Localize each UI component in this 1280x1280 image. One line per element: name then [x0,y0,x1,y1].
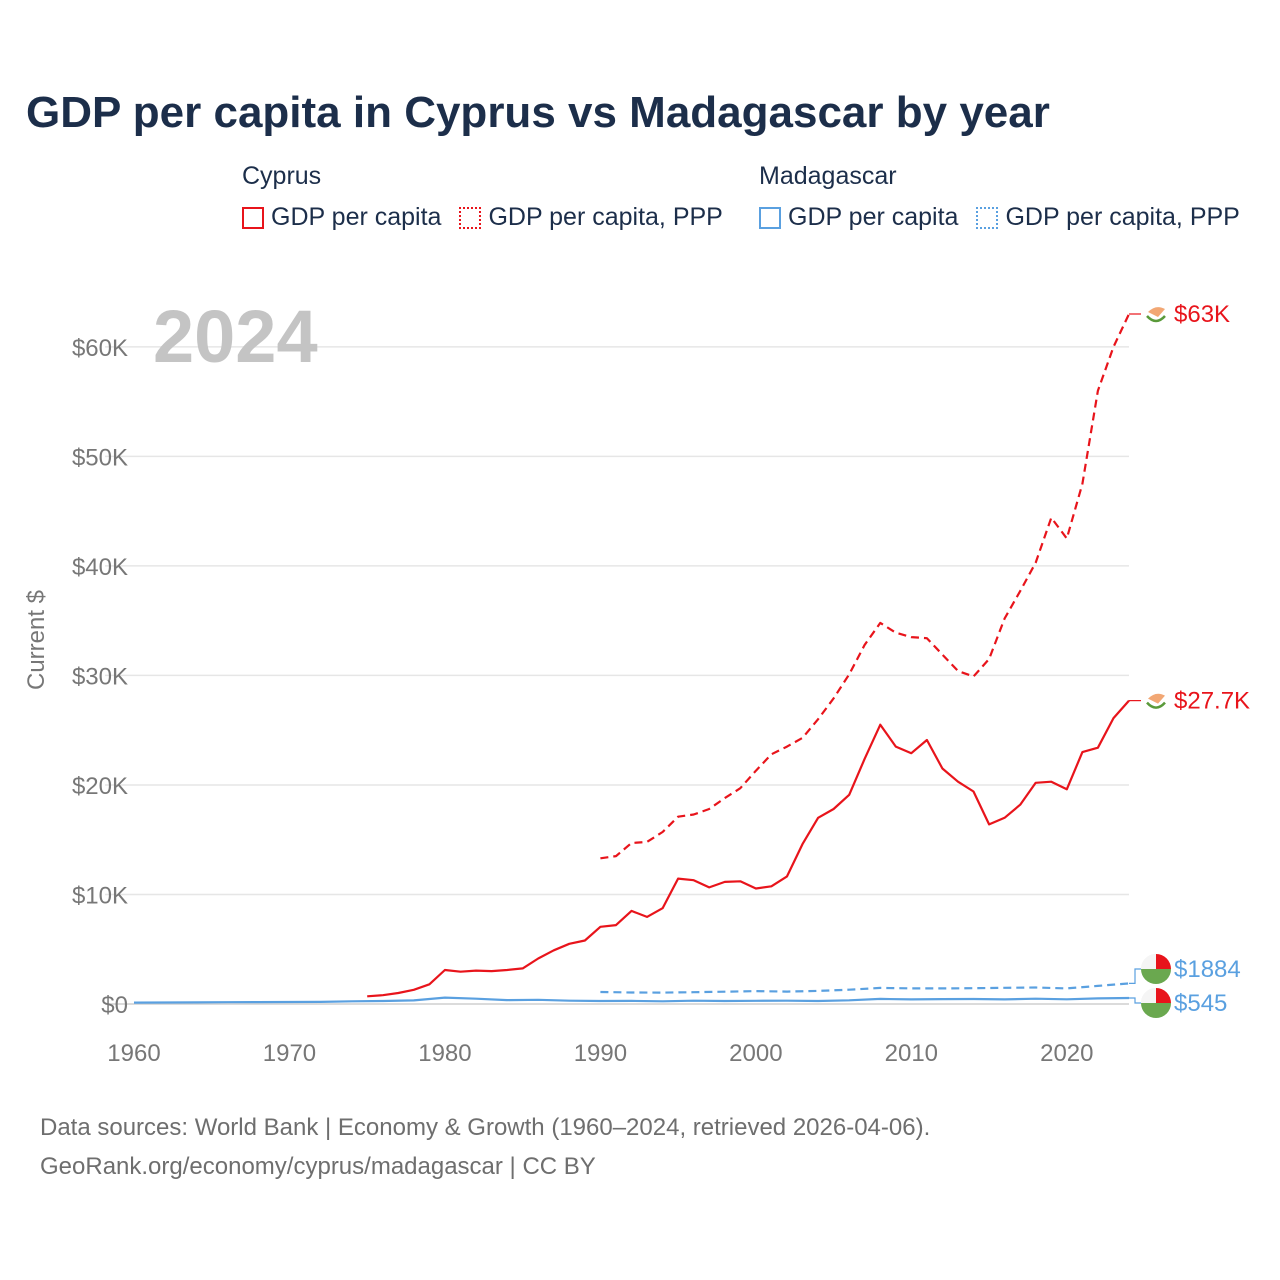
x-tick-label: 2020 [1040,1040,1093,1067]
legend-label: GDP per capita [271,203,442,231]
end-connector [1129,968,1141,984]
legend-group-label-cyprus: Cyprus [242,162,322,190]
x-tick-label: 2010 [885,1040,938,1067]
flag-white-quadrant [1141,954,1156,969]
footer: Data sources: World Bank | Economy & Gro… [40,1108,930,1186]
legend-item-cyprus-gdp-ppp[interactable]: GDP per capita, PPP [459,203,723,232]
x-tick-label: 1980 [418,1040,471,1067]
legend-cyprus: Cyprus GDP per capita GDP per capita, PP… [242,162,741,232]
y-tick-label: $60K [72,335,128,362]
legend-label: GDP per capita, PPP [488,203,723,231]
flag-red-quadrant [1156,954,1171,969]
chart-title: GDP per capita in Cyprus vs Madagascar b… [26,88,1050,137]
y-tick-label: $50K [72,444,128,471]
legend-swatch-dotted-blue [976,206,999,229]
legend-label: GDP per capita [788,203,959,231]
series-line-2 [133,996,1130,1004]
legend-swatch-dotted-red [459,206,482,229]
end-value-label: $27.7K [1174,688,1250,715]
legend-group-label-madagascar: Madagascar [759,162,897,190]
x-tick-label: 1970 [263,1040,316,1067]
y-tick-label: $20K [72,773,128,800]
cyprus-flag-icon [1148,693,1165,704]
flag-green-half [1141,1003,1171,1018]
year-watermark: 2024 [153,295,318,378]
legend-item-madagascar-gdp-ppp[interactable]: GDP per capita, PPP [976,203,1240,232]
series-lines [133,313,1130,1004]
legend-item-madagascar-gdp[interactable]: GDP per capita [759,203,958,232]
legend-swatch-solid-blue [759,206,781,229]
end-value-label: $63K [1174,301,1230,328]
footer-sources: Data sources: World Bank | Economy & Gro… [40,1114,931,1141]
end-markers: $27.7K $63K $545 $1884 [1129,301,1250,1018]
flag-green-half [1141,969,1171,984]
y-tick-label: $40K [72,554,128,581]
flag-red-quadrant [1156,988,1171,1003]
x-tick-label: 1990 [574,1040,627,1067]
cyprus-olive-branch-icon [1146,701,1166,709]
legend-label: GDP per capita, PPP [1005,203,1240,231]
y-tick-label: $10K [72,882,128,909]
end-value-label: $545 [1174,990,1227,1017]
y-axis-label: Current $ [23,590,50,690]
flag-white-quadrant [1141,988,1156,1003]
legend-item-cyprus-gdp[interactable]: GDP per capita [242,203,441,232]
footer-attribution: GeoRank.org/economy/cyprus/madagascar | … [40,1153,596,1180]
y-axis-ticks: $0 $10K $20K $30K $40K $50K $60K [72,335,128,1019]
x-tick-label: 2000 [729,1040,782,1067]
cyprus-flag-icon [1148,307,1165,317]
y-tick-label: $30K [72,663,128,690]
gridlines [105,346,1129,1005]
series-line-3 [600,982,1130,994]
series-line-1 [600,313,1130,860]
x-axis-ticks: 1960 1970 1980 1990 2000 2010 2020 [107,1040,1093,1067]
x-tick-label: 1960 [107,1040,160,1067]
legend-swatch-solid-red [242,206,264,229]
end-value-label: $1884 [1174,956,1241,983]
cyprus-olive-branch-icon [1146,315,1166,323]
y-tick-label: $0 [101,992,128,1019]
end-connector [1129,997,1141,1004]
legend-madagascar: Madagascar GDP per capita GDP per capita… [759,162,1258,232]
series-line-0 [367,699,1130,998]
